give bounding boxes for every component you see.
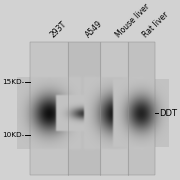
Text: A549: A549 <box>84 19 104 39</box>
Text: Rat liver: Rat liver <box>141 10 171 39</box>
Text: 10KD-: 10KD- <box>2 132 24 138</box>
Text: 293T: 293T <box>49 19 69 39</box>
Text: 15KD-: 15KD- <box>2 79 24 85</box>
Text: Mouse liver: Mouse liver <box>114 1 152 39</box>
Bar <box>30 42 155 175</box>
Text: DDT: DDT <box>159 109 177 118</box>
